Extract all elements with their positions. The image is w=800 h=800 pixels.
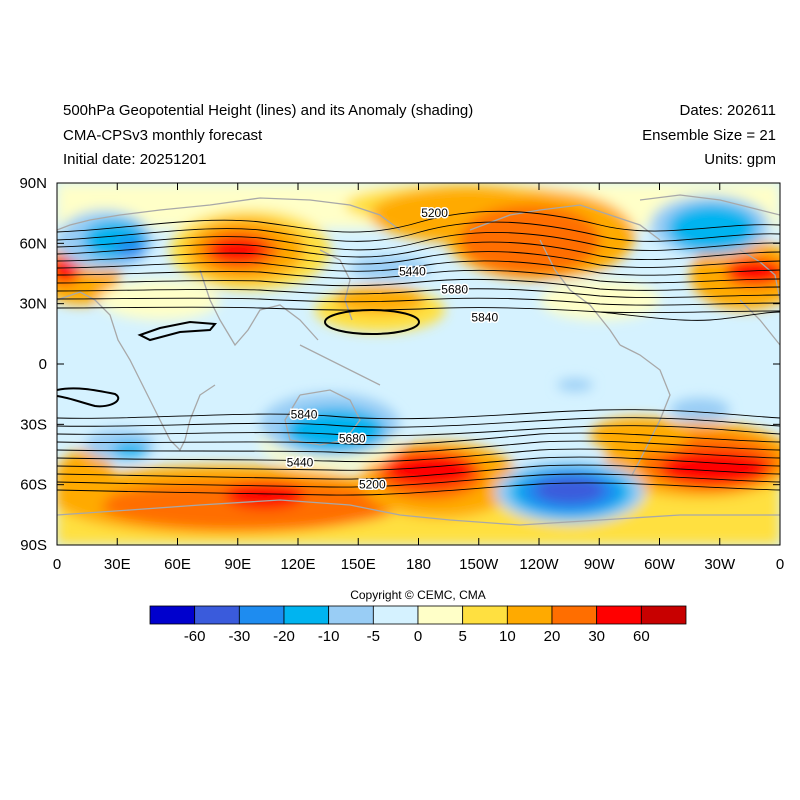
colorbar-swatch <box>328 605 374 625</box>
lon-tick-label: 30W <box>704 556 736 573</box>
colorbar-label: -60 <box>184 628 206 645</box>
longitude-axis: 0 30E 60E 90E 120E 150E 180 150W 120W 90W 60W 30W 0 <box>53 183 784 573</box>
initial-date: Initial date: 20251201 <box>63 151 207 168</box>
lat-tick-label: 60N <box>19 235 47 252</box>
map-subtitle: CMA-CPSv3 monthly forecast <box>63 127 263 144</box>
contour-label: 5680 <box>339 431 366 445</box>
units-label: Units: gpm <box>704 151 776 168</box>
lon-tick-label: 0 <box>776 556 784 573</box>
lat-tick-label: 60S <box>20 477 47 494</box>
colorbar-swatch <box>640 605 687 625</box>
lon-tick-label: 180 <box>406 556 431 573</box>
lon-tick-label: 0 <box>53 556 61 573</box>
lon-tick-label: 60E <box>164 556 191 573</box>
colorbar-label: 10 <box>499 628 516 645</box>
colorbar-label: -30 <box>228 628 250 645</box>
colorbar-swatch <box>283 605 330 625</box>
lon-tick-label: 90W <box>584 556 616 573</box>
height-contours <box>57 210 780 496</box>
colorbar-label: 30 <box>588 628 605 645</box>
copyright-text: Copyright © CEMC, CMA <box>350 588 486 602</box>
colorbar-label: 60 <box>633 628 650 645</box>
colorbar-swatch <box>372 605 419 625</box>
colorbar-swatch <box>194 605 240 625</box>
contour-label: 5440 <box>287 456 314 470</box>
forecast-dates: Dates: 202611 <box>679 102 776 119</box>
anomaly-shading <box>57 183 780 545</box>
colorbar-swatch <box>596 605 642 625</box>
colorbar: -60 -30 -20 -10 -5 0 5 10 20 30 60 <box>149 605 687 645</box>
lat-tick-label: 0 <box>39 356 47 373</box>
colorbar-label: -20 <box>273 628 295 645</box>
contour-label: 5200 <box>359 478 386 492</box>
coastlines <box>57 194 780 526</box>
colorbar-label: 0 <box>414 628 422 645</box>
colorbar-swatch <box>551 605 598 625</box>
colorbar-label: 5 <box>458 628 466 645</box>
colorbar-swatch <box>462 605 508 625</box>
lon-tick-label: 150W <box>459 556 499 573</box>
lat-tick-label: 30S <box>20 416 47 433</box>
colorbar-swatch <box>417 605 464 625</box>
lon-tick-label: 120E <box>280 556 315 573</box>
colorbar-swatch <box>149 605 196 625</box>
contour-label: 5200 <box>421 206 448 220</box>
lon-tick-label: 60W <box>644 556 676 573</box>
colorbar-label: -10 <box>318 628 340 645</box>
lon-tick-label: 120W <box>519 556 559 573</box>
colorbar-label: 20 <box>544 628 561 645</box>
lat-tick-label: 90N <box>19 175 47 192</box>
map-title: 500hPa Geopotential Height (lines) and i… <box>63 102 474 119</box>
latitude-axis: 90N 60N 30N 0 30S 60S 90S <box>19 175 780 554</box>
lat-tick-label: 90S <box>20 537 47 554</box>
colorbar-swatch <box>506 605 553 625</box>
lat-tick-label: 30N <box>19 296 47 313</box>
lon-tick-label: 90E <box>224 556 251 573</box>
colorbar-swatch <box>238 605 285 625</box>
colorbar-label: -5 <box>367 628 380 645</box>
lon-tick-label: 30E <box>104 556 131 573</box>
contour-label: 5440 <box>399 264 426 278</box>
contour-label: 5840 <box>291 407 318 421</box>
lon-tick-label: 150E <box>341 556 376 573</box>
contour-label: 5840 <box>471 311 498 325</box>
ensemble-size: Ensemble Size = 21 <box>642 127 776 144</box>
contour-label: 5680 <box>441 283 468 297</box>
